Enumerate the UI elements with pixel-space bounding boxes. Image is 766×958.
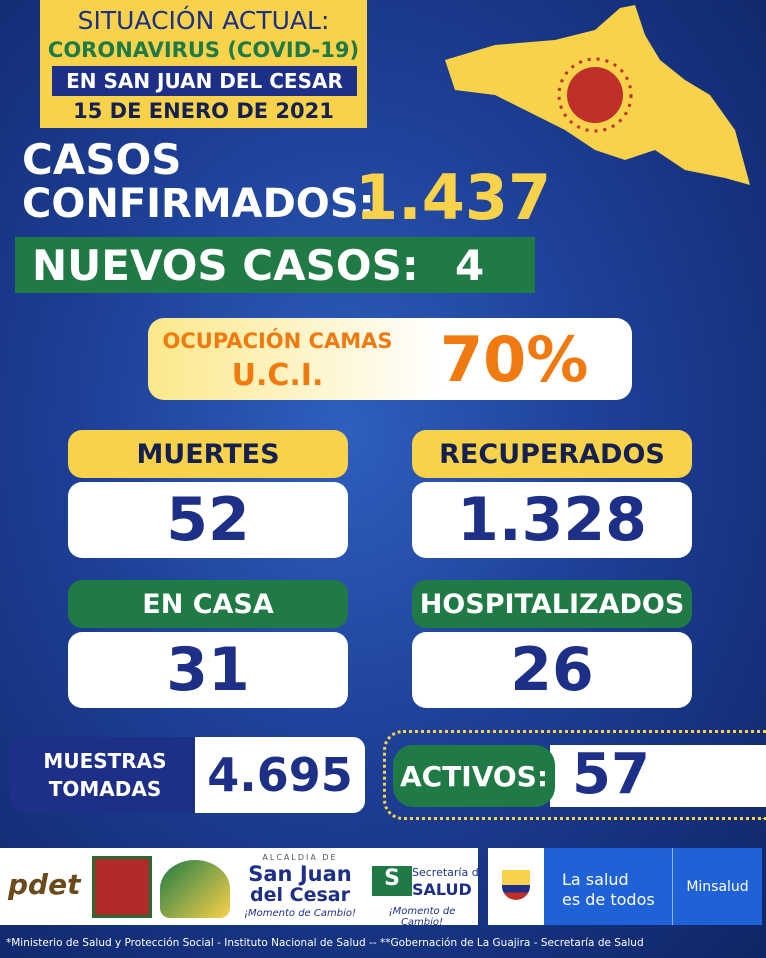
coat-of-arms-shield (502, 870, 530, 900)
stat-value: 31 (68, 632, 348, 708)
salud-heading: Secretaría de (412, 866, 486, 879)
new-cases-label: NUEVOS CASOS: (32, 241, 419, 290)
samples-label-2: TOMADAS (48, 777, 162, 801)
header-subtitle: CORONAVIRUS (COVID-19) (47, 38, 360, 62)
alcaldia-emblem (160, 860, 230, 918)
confirmed-label-2: CONFIRMADOS: (22, 181, 375, 227)
salud-slogan: ¡Momento de Cambio! (388, 906, 456, 928)
map (445, 5, 750, 185)
samples-label: MUESTRAS TOMADAS (10, 737, 200, 813)
stat-label: RECUPERADOS (412, 430, 692, 478)
confirmed-label-1: CASOS (22, 135, 182, 184)
stat-label: EN CASA (68, 580, 348, 628)
minsalud-name: Minsalud (686, 878, 749, 895)
stat-value: 26 (412, 632, 692, 708)
municipal-shield (92, 856, 152, 918)
uci-label-2: U.C.I. (231, 357, 324, 393)
stat-label: MUERTES (68, 430, 348, 478)
new-cases-bar (15, 237, 535, 293)
active-value: 57 (572, 742, 650, 807)
stat-value: 1.328 (412, 482, 692, 558)
salud-name: SALUD (412, 880, 472, 899)
minsalud-slogan: La salud es de todos (562, 870, 655, 910)
samples-value: 4.695 (195, 737, 365, 813)
header-title: SITUACIÓN ACTUAL: (77, 5, 330, 35)
active-value-box (550, 745, 766, 807)
pdet-logo: pdet (8, 868, 81, 901)
active-label: ACTIVOS: (393, 745, 555, 807)
header-box (40, 0, 367, 128)
salud-icon: S (372, 866, 412, 896)
minsalud-slogan-2: es de todos (562, 890, 655, 909)
active-frame (383, 730, 766, 820)
uci-box (148, 318, 632, 400)
virus-spikes (557, 57, 633, 133)
alcaldia-slogan: ¡Momento de Cambio! (244, 907, 356, 919)
virus-icon (567, 67, 623, 123)
footer-sources: *Ministerio de Salud y Protección Social… (6, 937, 644, 949)
alcaldia-name-2: del Cesar (250, 884, 350, 906)
stat-label: HOSPITALIZADOS (412, 580, 692, 628)
alcaldia-heading: ALCALDIA DE (262, 852, 338, 862)
stat-value: 52 (68, 482, 348, 558)
uci-label-1: OCUPACIÓN CAMAS (162, 329, 393, 353)
minsalud-slogan-1: La salud (562, 870, 629, 889)
header-location: EN SAN JUAN DEL CESAR (52, 66, 357, 96)
header-date: 15 DE ENERO DE 2021 (73, 99, 334, 123)
samples-label-1: MUESTRAS (43, 749, 167, 773)
alcaldia-name-1: San Juan (248, 862, 352, 886)
minsalud-divider (672, 848, 673, 925)
uci-value: 70% (440, 323, 589, 396)
confirmed-value: 1.437 (355, 161, 552, 234)
new-cases-value: 4 (455, 241, 485, 290)
